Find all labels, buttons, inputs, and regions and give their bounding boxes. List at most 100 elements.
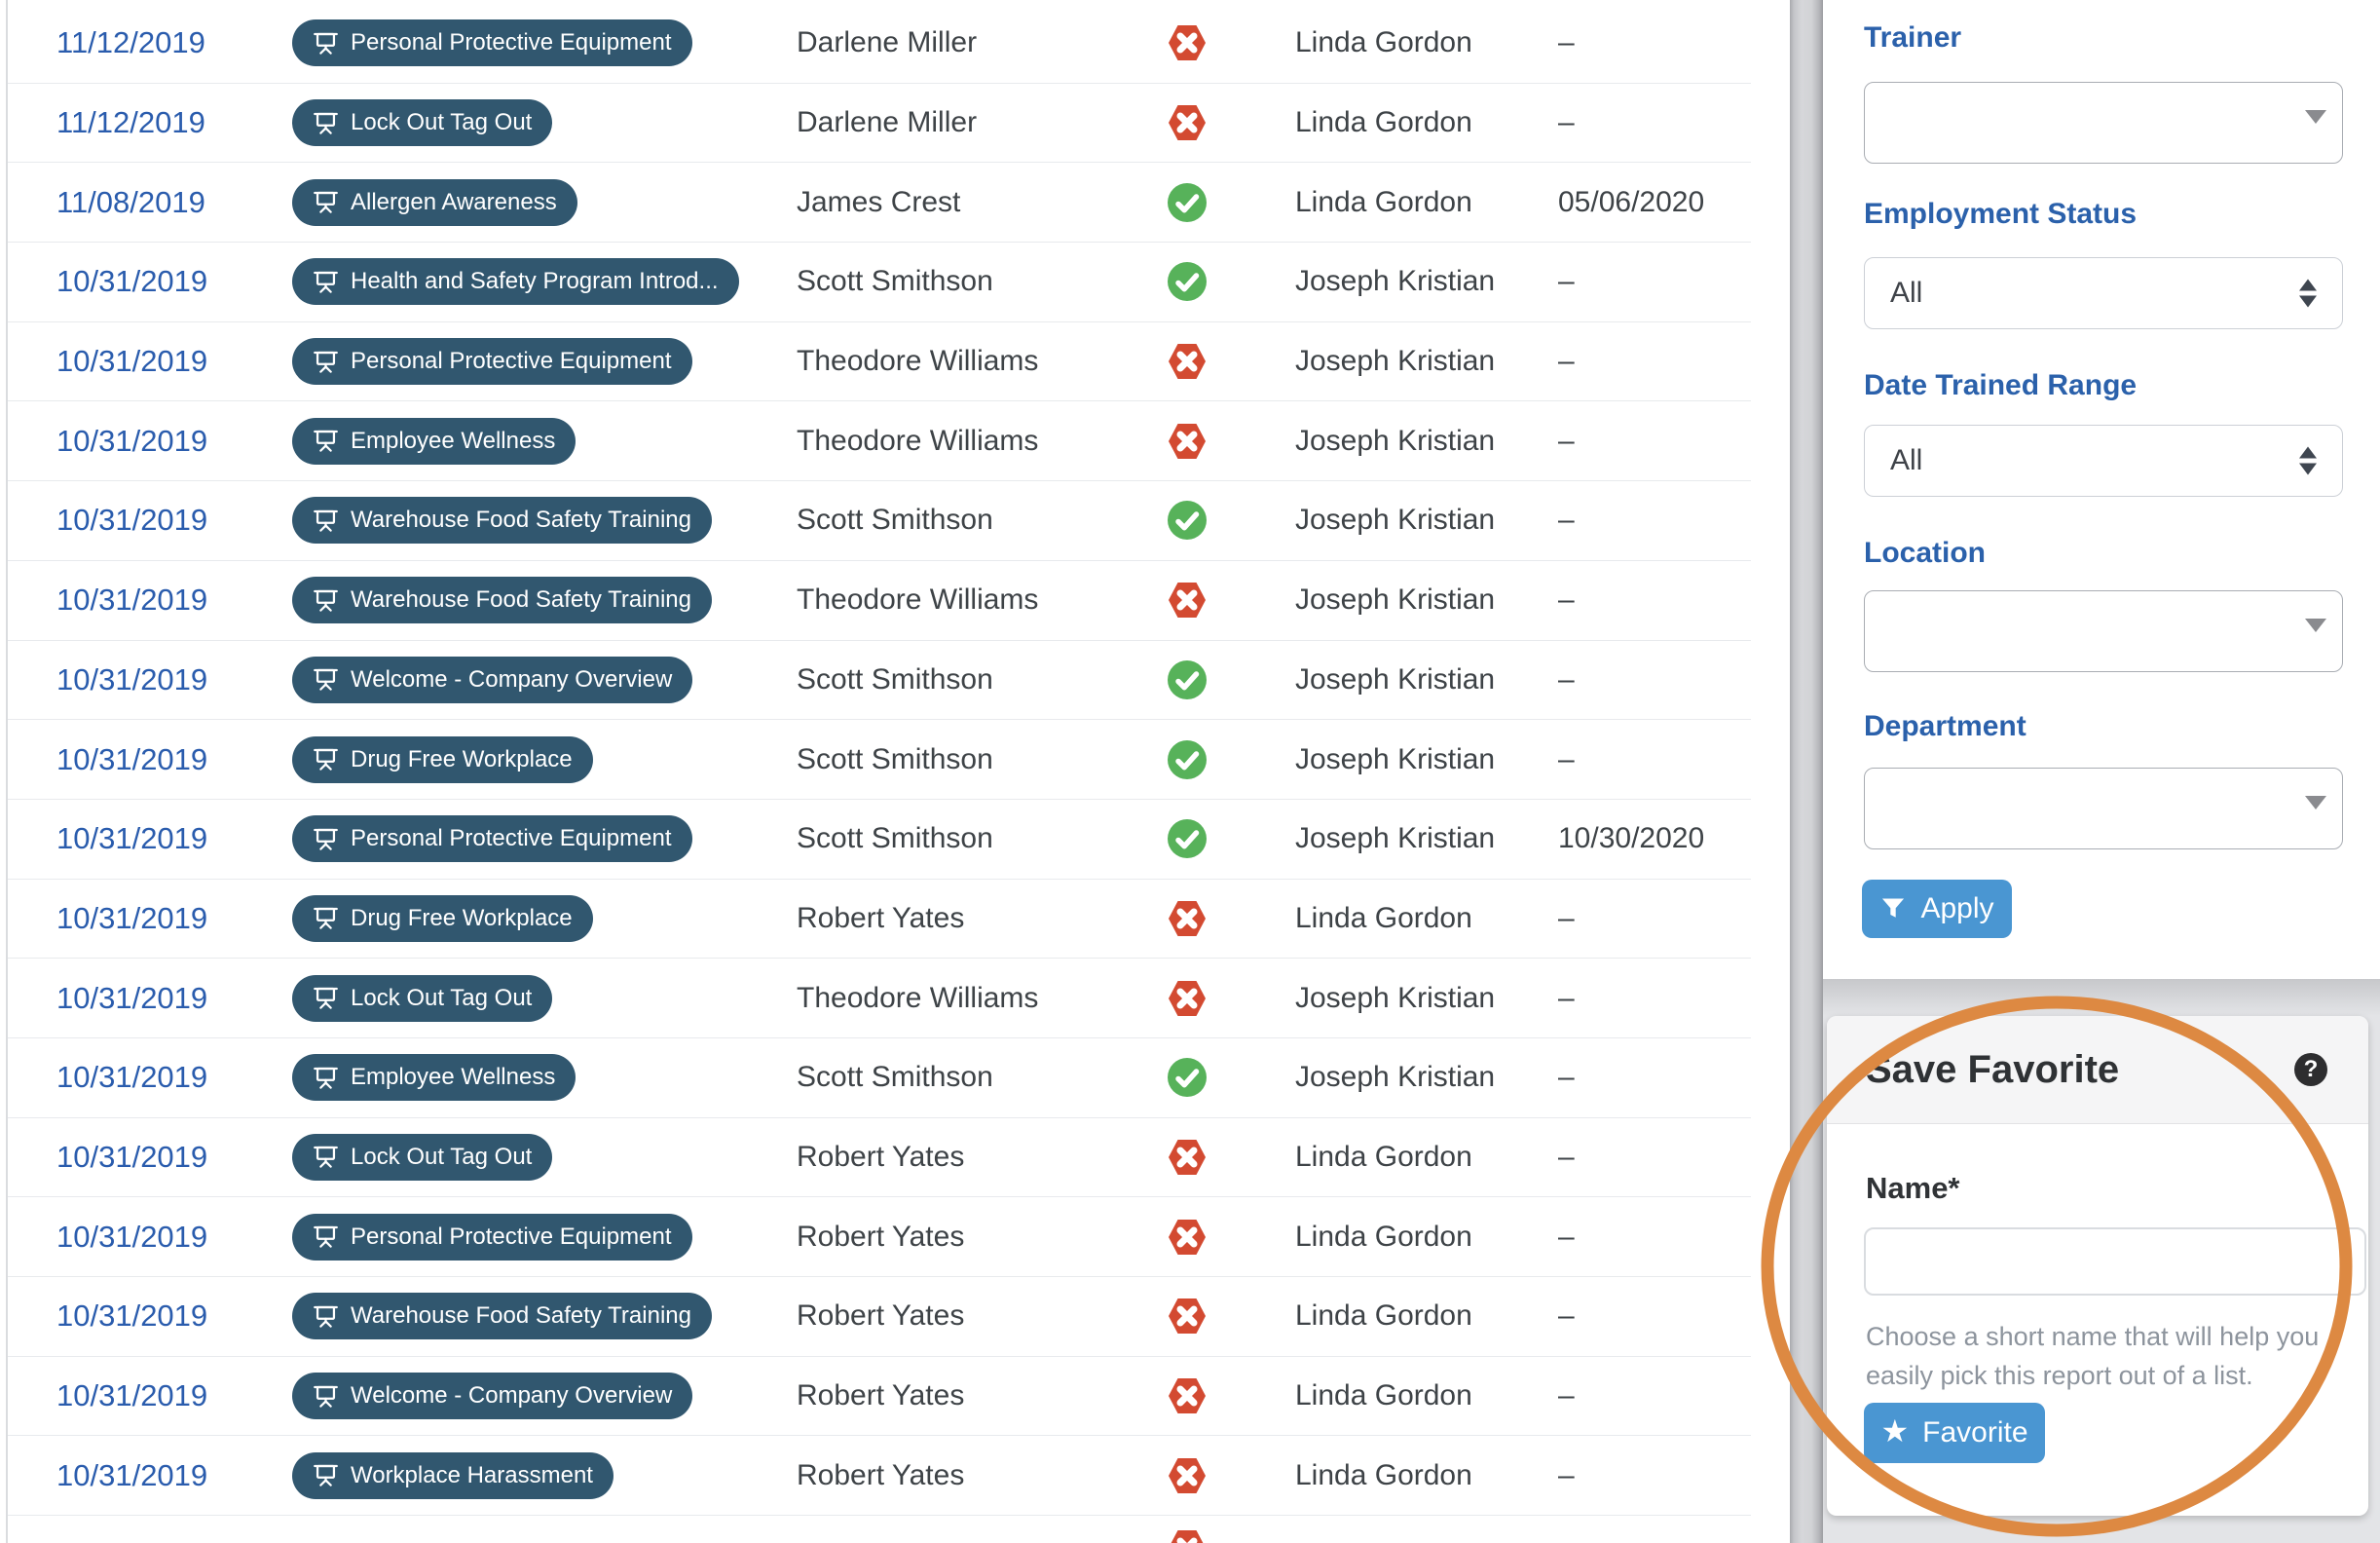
course-badge[interactable]: Drug Free Workplace <box>292 894 593 942</box>
date-trained-link[interactable]: 10/31/2019 <box>56 821 208 856</box>
date-trained-range-select[interactable]: All <box>1864 425 2343 497</box>
date-trained-link[interactable]: 10/31/2019 <box>56 980 208 1015</box>
date-trained-link[interactable]: 10/31/2019 <box>56 1378 208 1413</box>
course-badge-label: Lock Out Tag Out <box>351 109 533 136</box>
employee-name: Theodore Williams <box>797 345 1039 378</box>
table-row: 10/31/2019 Lock Out Tag Out Theodore Wil… <box>8 959 1751 1038</box>
date-trained-link[interactable]: 10/31/2019 <box>56 1139 208 1174</box>
employee-name: Theodore Williams <box>797 981 1039 1014</box>
course-badge-label: Employee Wellness <box>351 427 556 454</box>
status-pass-icon <box>1168 739 1207 779</box>
date-trained-link[interactable]: 10/31/2019 <box>56 423 208 458</box>
course-badge[interactable]: Workplace Harassment <box>292 1451 614 1499</box>
date-trained-link[interactable]: 10/31/2019 <box>56 741 208 776</box>
course-badge[interactable]: Welcome - Company Overview <box>292 656 693 703</box>
status-cell <box>1167 182 1295 223</box>
date-trained-link[interactable]: 10/31/2019 <box>56 1298 208 1334</box>
course-badge[interactable]: Personal Protective Equipment <box>292 19 692 67</box>
table-rows: 11/12/2019 Personal Protective Equipment… <box>8 4 1751 1517</box>
status-cell <box>1167 1296 1295 1336</box>
course-badge-label: Workplace Harassment <box>351 1461 593 1488</box>
star-icon: ★ <box>1880 1413 1910 1449</box>
employee-name: Robert Yates <box>797 1379 965 1412</box>
trainer-name: Linda Gordon <box>1295 1220 1472 1253</box>
course-cell: Lock Out Tag Out <box>292 1133 797 1181</box>
date-trained-link[interactable]: 10/31/2019 <box>56 344 208 379</box>
employee-name: Robert Yates <box>797 1140 965 1173</box>
presentation-screen-icon <box>314 1067 338 1089</box>
employment-status-select[interactable]: All <box>1864 257 2343 329</box>
course-badge[interactable]: Warehouse Food Safety Training <box>292 497 712 545</box>
course-badge[interactable]: Allergen Awareness <box>292 178 577 226</box>
table-row: 10/31/2019 Employee Wellness Theodore Wi… <box>8 401 1751 482</box>
course-badge[interactable]: Warehouse Food Safety Training <box>292 577 712 624</box>
date-trained-link[interactable]: 10/31/2019 <box>56 661 208 696</box>
trainer-name: Joseph Kristian <box>1295 1061 1496 1094</box>
status-cell <box>1167 739 1295 780</box>
course-badge[interactable]: Welcome - Company Overview <box>292 1373 693 1420</box>
course-badge-label: Drug Free Workplace <box>351 904 573 931</box>
favorite-name-input[interactable] <box>1864 1227 2366 1296</box>
help-icon[interactable]: ? <box>2294 1053 2327 1086</box>
date-trained-link[interactable]: 10/31/2019 <box>56 1457 208 1492</box>
course-cell: Personal Protective Equipment <box>292 19 797 67</box>
course-badge[interactable]: Personal Protective Equipment <box>292 338 692 386</box>
course-cell: Health and Safety Program Introd... <box>292 258 797 306</box>
trainer-name: Joseph Kristian <box>1295 265 1496 298</box>
date-trained-link[interactable]: 10/31/2019 <box>56 264 208 299</box>
department-select[interactable] <box>1864 768 2343 849</box>
location-select[interactable] <box>1864 590 2343 672</box>
trainer-name: Linda Gordon <box>1295 1140 1472 1173</box>
expiration-date: – <box>1558 981 1575 1014</box>
employee-name: Theodore Williams <box>797 583 1039 617</box>
course-badge[interactable]: Health and Safety Program Introd... <box>292 258 739 306</box>
date-trained-link[interactable]: 10/31/2019 <box>56 1219 208 1254</box>
trainer-name: Joseph Kristian <box>1295 424 1496 457</box>
status-fail-icon <box>1169 25 1206 61</box>
course-badge[interactable]: Drug Free Workplace <box>292 735 593 783</box>
expiration-date: – <box>1558 1220 1575 1253</box>
course-badge[interactable]: Personal Protective Equipment <box>292 815 692 863</box>
date-trained-link[interactable]: 11/12/2019 <box>56 105 205 140</box>
status-cell <box>1167 1375 1295 1416</box>
expiration-date: 05/06/2020 <box>1558 185 1705 218</box>
course-badge[interactable]: Personal Protective Equipment <box>292 1213 692 1261</box>
date-trained-link[interactable]: 10/31/2019 <box>56 1060 208 1095</box>
course-badge[interactable]: Lock Out Tag Out <box>292 1133 553 1181</box>
expiration-date: – <box>1558 345 1575 378</box>
expiration-date: – <box>1558 504 1575 537</box>
apply-button-label: Apply <box>1920 892 1994 924</box>
table-row: 10/31/2019 Drug Free Workplace Robert Ya… <box>8 880 1751 960</box>
department-label: Department <box>1864 710 2027 742</box>
course-badge-label: Personal Protective Equipment <box>351 1223 672 1250</box>
employee-name: Darlene Miller <box>797 26 978 59</box>
course-badge[interactable]: Employee Wellness <box>292 417 576 465</box>
status-fail-icon <box>1169 1378 1206 1414</box>
date-trained-link[interactable]: 10/31/2019 <box>56 503 208 538</box>
course-badge-label: Warehouse Food Safety Training <box>351 586 691 614</box>
status-fail-icon <box>1169 1298 1206 1335</box>
table-row: 10/31/2019 Personal Protective Equipment… <box>8 800 1751 880</box>
employee-name: Robert Yates <box>797 901 965 934</box>
status-fail-icon <box>1171 1530 1204 1543</box>
date-trained-link[interactable]: 11/12/2019 <box>56 25 205 60</box>
expiration-date: – <box>1558 265 1575 298</box>
vertical-scrollbar[interactable] <box>1790 0 1823 1543</box>
presentation-screen-icon <box>314 1385 338 1408</box>
employment-status-label: Employment Status <box>1864 198 2138 230</box>
trainer-select[interactable] <box>1864 82 2343 164</box>
date-trained-link[interactable]: 10/31/2019 <box>56 583 208 618</box>
course-cell: Employee Wellness <box>292 417 797 465</box>
date-trained-range-value: All <box>1890 444 1923 476</box>
filter-funnel-icon <box>1882 898 1905 918</box>
course-badge[interactable]: Employee Wellness <box>292 1054 576 1102</box>
favorite-button[interactable]: ★ Favorite <box>1864 1403 2045 1463</box>
course-badge[interactable]: Lock Out Tag Out <box>292 99 553 147</box>
status-pass-icon <box>1168 501 1207 541</box>
date-trained-link[interactable]: 10/31/2019 <box>56 900 208 935</box>
date-trained-link[interactable]: 11/08/2019 <box>56 184 205 219</box>
status-pass-icon <box>1168 182 1207 222</box>
course-badge[interactable]: Lock Out Tag Out <box>292 974 553 1022</box>
apply-button[interactable]: Apply <box>1862 880 2012 938</box>
course-badge[interactable]: Warehouse Food Safety Training <box>292 1293 712 1340</box>
